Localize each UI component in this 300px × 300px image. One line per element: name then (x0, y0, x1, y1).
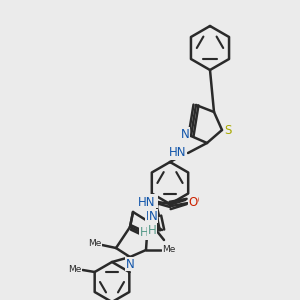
Text: S: S (224, 124, 232, 136)
Text: H: H (148, 224, 156, 236)
Text: H: H (140, 226, 148, 239)
Text: N: N (148, 209, 158, 223)
Text: HN: HN (140, 194, 158, 208)
Text: O: O (189, 194, 199, 208)
Text: HN: HN (169, 146, 187, 160)
Text: Me: Me (68, 265, 81, 274)
Text: N: N (181, 128, 189, 140)
Text: O: O (188, 196, 198, 208)
Text: Me: Me (162, 245, 176, 254)
Text: Me: Me (88, 239, 102, 248)
Text: N: N (126, 257, 134, 271)
Text: HN: HN (138, 196, 156, 208)
Text: N: N (146, 211, 154, 224)
